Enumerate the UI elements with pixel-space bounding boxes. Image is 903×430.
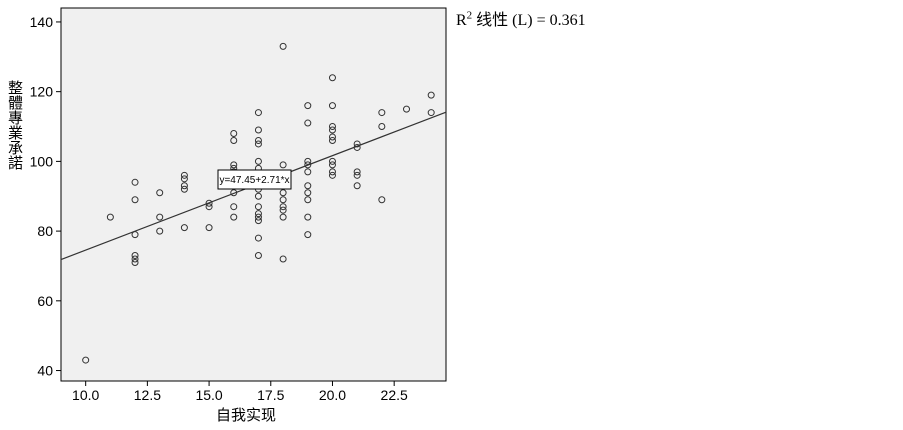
data-point [328,161,336,169]
y-tick-label: 100 [30,153,54,169]
data-point [279,255,287,263]
data-point [254,234,262,242]
data-point [328,136,336,144]
data-point [304,119,312,127]
x-axis-label: 自我实现 [216,406,277,424]
data-point [131,231,139,239]
data-point [131,178,139,186]
y-axis-label: 整體專業承諾 [6,80,24,170]
data-point [304,168,312,176]
x-tick-label: 10.0 [72,387,99,403]
data-point [328,74,336,82]
y-tick-label: 80 [37,223,53,239]
data-point [304,182,312,190]
data-point [254,140,262,148]
data-point [156,227,164,235]
data-point [279,203,287,211]
data-point [353,182,361,190]
r-squared-text: 线性 (L) = 0.361 [472,12,586,29]
data-point [205,203,213,211]
fit-equation-box [217,169,292,190]
data-point [378,123,386,131]
data-point [328,123,336,131]
data-point [304,189,312,197]
data-point [230,189,238,197]
data-point [230,161,238,169]
data-point [82,356,90,364]
x-tick-label: 17.5 [257,387,284,403]
plot-area [60,7,447,382]
data-point [353,140,361,148]
data-point [279,42,287,50]
data-point [353,171,361,179]
data-point [328,102,336,110]
data-point [180,182,188,190]
r-squared-superscript: 2 [466,9,473,22]
x-tick-label: 22.5 [381,387,408,403]
data-point [230,129,238,137]
data-point [106,213,114,221]
data-point [279,213,287,221]
data-point [279,189,287,197]
data-point [427,109,435,117]
data-point [254,217,262,225]
data-point [131,255,139,263]
data-point [403,105,411,113]
data-point [328,157,336,165]
data-point [230,203,238,211]
data-point [304,196,312,204]
y-tick-label: 60 [37,293,53,309]
data-point [254,136,262,144]
fit-equation-label: y=47.45+2.71*x [219,175,289,186]
y-tick-label: 120 [30,84,54,100]
data-point [205,199,213,207]
data-point [254,210,262,218]
data-point [230,136,238,144]
data-point [254,157,262,165]
data-point [156,213,164,221]
y-tick-label: 140 [30,14,54,30]
data-point [353,143,361,151]
data-point [304,161,312,169]
data-point [180,171,188,179]
x-tick-label: 20.0 [319,387,346,403]
data-point [328,168,336,176]
data-point [304,213,312,221]
data-point [254,109,262,117]
data-point [156,189,164,197]
x-tick-label: 15.0 [195,387,222,403]
data-point [304,157,312,165]
data-point [230,213,238,221]
data-point [254,252,262,260]
data-point [131,258,139,266]
data-point [180,224,188,232]
data-point [328,133,336,141]
data-point [254,126,262,134]
data-point [279,206,287,214]
data-point [427,91,435,99]
y-tick-label: 40 [37,363,53,379]
data-point [131,252,139,260]
data-point [304,102,312,110]
data-point [131,196,139,204]
data-point [328,126,336,134]
data-point [328,171,336,179]
data-point [279,161,287,169]
data-point [254,213,262,221]
data-point [180,185,188,193]
data-point [254,203,262,211]
data-point [304,231,312,239]
r-letter: R [456,12,467,29]
r-squared-label: R2 线性 (L) = 0.361 [456,6,586,30]
data-point [353,168,361,176]
data-point [180,175,188,183]
data-point [279,196,287,204]
x-tick-label: 12.5 [134,387,161,403]
data-point [378,196,386,204]
data-point [205,224,213,232]
data-point [378,109,386,117]
data-point [254,192,262,200]
